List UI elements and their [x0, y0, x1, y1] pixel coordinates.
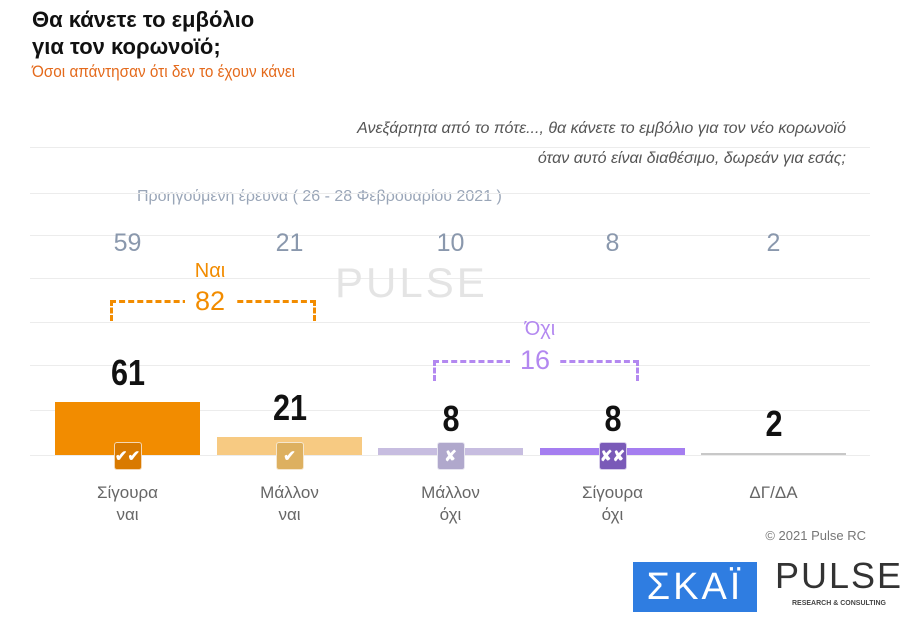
value-label: 2: [764, 403, 783, 444]
value-label: 8: [441, 398, 460, 440]
gridline: [30, 278, 870, 279]
chart-title: Θα κάνετε το εμβόλιο για τον κορωνοϊό;: [32, 6, 254, 60]
previous-value-label: 21: [275, 229, 304, 257]
value-label: 61: [110, 351, 145, 393]
value-label: 8: [603, 398, 622, 440]
category-label-line: Μάλλον: [260, 483, 319, 502]
cross-icon: ✘✘: [598, 442, 627, 470]
category-label-line: Μάλλον: [421, 483, 480, 502]
pulse-watermark: PULSE: [335, 259, 488, 306]
gridline: [30, 147, 870, 148]
previous-survey-label: Προηγούμενη έρευνα ( 26 - 28 Φεβρουαρίου…: [137, 188, 502, 205]
skai-logo: ΣΚΑΪ: [633, 562, 757, 612]
skai-logo-text: ΣΚΑΪ: [646, 565, 744, 608]
yes-group-label: Ναι: [194, 260, 226, 282]
gridline: [30, 193, 870, 194]
gridline: [30, 365, 870, 366]
previous-value-label: 10: [436, 229, 465, 257]
title-line-2: για τον κορωνοϊό;: [32, 34, 221, 59]
check-icon: ✔: [275, 442, 304, 470]
pulse-logo-sub: RESEARCH & CONSULTING: [792, 600, 886, 607]
category-label-line: όχι: [439, 505, 462, 524]
bar: [701, 453, 846, 455]
cross-icon: ✘: [436, 442, 465, 470]
category-label: ΔΓ/ΔΑ: [714, 482, 834, 504]
category-label-line: ναι: [278, 505, 301, 524]
yes-group-value: 82: [185, 286, 235, 317]
gridline: [30, 410, 870, 411]
previous-value-label: 2: [766, 229, 781, 257]
copyright: © 2021 Pulse RC: [765, 528, 866, 543]
pulse-logo: PULSE: [775, 555, 904, 596]
no-group-label: Όχι: [524, 318, 556, 340]
category-label: Μάλλον ναι: [230, 482, 350, 526]
category-label-line: όχι: [601, 505, 624, 524]
gridline: [30, 235, 870, 236]
no-group-value: 16: [510, 345, 560, 376]
category-label: Μάλλον όχι: [391, 482, 511, 526]
category-label: Σίγουρα ναι: [68, 482, 188, 526]
category-label-line: Σίγουρα: [581, 483, 644, 502]
category-label-line: ΔΓ/ΔΑ: [749, 483, 798, 502]
category-label-line: ναι: [116, 505, 139, 524]
check-icon: ✔✔: [113, 442, 142, 470]
value-label: 21: [272, 386, 307, 428]
previous-value-label: 8: [605, 229, 620, 257]
previous-value-label: 59: [113, 229, 142, 257]
category-label-line: Σίγουρα: [96, 483, 159, 502]
title-line-1: Θα κάνετε το εμβόλιο: [32, 7, 255, 32]
chart-subtitle: Όσοι απάντησαν ότι δεν το έχουν κάνει: [32, 62, 296, 81]
gridline: [30, 322, 870, 323]
question-line-2: όταν αυτό είναι διαθέσιμο, δωρεάν για εσ…: [537, 150, 846, 167]
question-line-1: Ανεξάρτητα από το πότε..., θα κάνετε το …: [357, 120, 846, 137]
category-label: Σίγουρα όχι: [553, 482, 673, 526]
